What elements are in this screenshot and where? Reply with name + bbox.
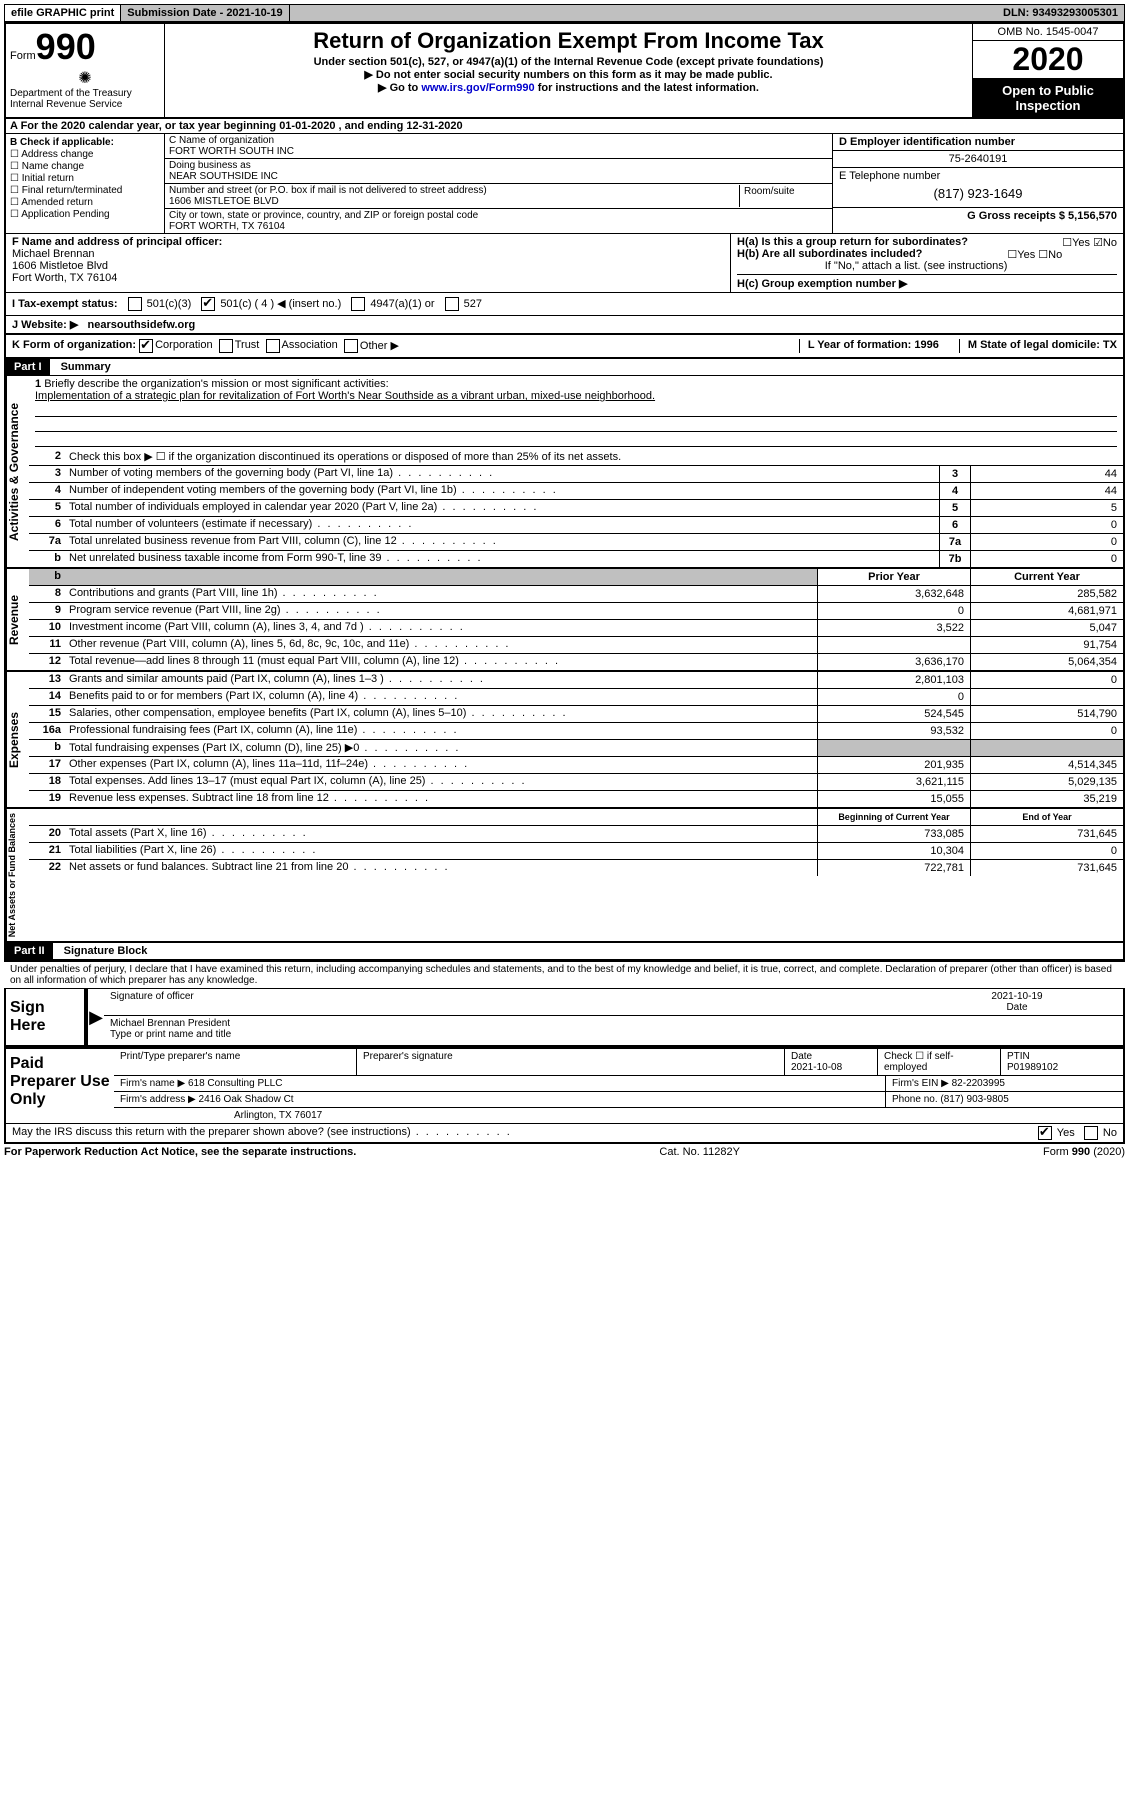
website-row: J Website: ▶ nearsouthsidefw.org <box>6 316 1123 335</box>
top-bar: efile GRAPHIC print Submission Date - 20… <box>4 4 1125 22</box>
table-row: 17Other expenses (Part IX, column (A), l… <box>29 757 1123 774</box>
side-expenses: Expenses <box>6 672 29 807</box>
part2-header: Part II <box>6 943 53 959</box>
col-b-checkboxes: B Check if applicable: ☐ Address change … <box>6 134 165 233</box>
table-row: 11Other revenue (Part VIII, column (A), … <box>29 637 1123 654</box>
col-d-ein: D Employer identification number 75-2640… <box>832 134 1123 233</box>
table-row: 9Program service revenue (Part VIII, lin… <box>29 603 1123 620</box>
sig-declaration: Under penalties of perjury, I declare th… <box>4 962 1125 989</box>
ein-value: 75-2640191 <box>833 151 1123 168</box>
form-title: Return of Organization Exempt From Incom… <box>171 28 966 54</box>
side-netassets: Net Assets or Fund Balances <box>6 809 29 941</box>
table-row: bNet unrelated business taxable income f… <box>29 551 1123 567</box>
part2-title: Signature Block <box>56 945 148 957</box>
tax-exempt-row: I Tax-exempt status: 501(c)(3) 501(c) ( … <box>6 293 1123 316</box>
part1-header: Part I <box>6 359 50 375</box>
section-revenue: Revenue b Prior YearCurrent Year 8Contri… <box>6 569 1123 672</box>
irs-link[interactable]: www.irs.gov/Form990 <box>421 82 534 94</box>
paid-preparer: Paid Preparer Use Only <box>6 1049 114 1123</box>
table-row: 6Total number of volunteers (estimate if… <box>29 517 1123 534</box>
table-row: bTotal fundraising expenses (Part IX, co… <box>29 740 1123 757</box>
table-row: 15Salaries, other compensation, employee… <box>29 706 1123 723</box>
table-row: 5Total number of individuals employed in… <box>29 500 1123 517</box>
note-ssn: ▶ Do not enter social security numbers o… <box>171 68 966 81</box>
table-row: 21Total liabilities (Part X, line 26)10,… <box>29 843 1123 860</box>
page-footer: For Paperwork Reduction Act Notice, see … <box>4 1144 1125 1160</box>
discuss-row: May the IRS discuss this return with the… <box>6 1123 1123 1142</box>
note-link: ▶ Go to www.irs.gov/Form990 for instruct… <box>171 81 966 94</box>
table-row: 22Net assets or fund balances. Subtract … <box>29 860 1123 876</box>
form-subtitle: Under section 501(c), 527, or 4947(a)(1)… <box>171 56 966 68</box>
omb-number: OMB No. 1545-0047 <box>973 24 1123 41</box>
table-row: 4Number of independent voting members of… <box>29 483 1123 500</box>
table-row: 3Number of voting members of the governi… <box>29 466 1123 483</box>
open-public-badge: Open to Public Inspection <box>973 79 1123 117</box>
table-row: 16aProfessional fundraising fees (Part I… <box>29 723 1123 740</box>
block-f: F Name and address of principal officer:… <box>6 234 730 292</box>
submission-date: Submission Date - 2021-10-19 <box>121 5 289 21</box>
table-row: 13Grants and similar amounts paid (Part … <box>29 672 1123 689</box>
side-governance: Activities & Governance <box>6 376 29 567</box>
dln-label: DLN: 93493293005301 <box>997 5 1124 21</box>
tax-year: 2020 <box>973 41 1123 79</box>
form-number: Form990 <box>10 26 160 68</box>
table-row: 7aTotal unrelated business revenue from … <box>29 534 1123 551</box>
table-row: 8Contributions and grants (Part VIII, li… <box>29 586 1123 603</box>
section-expenses: Expenses 13Grants and similar amounts pa… <box>6 672 1123 809</box>
website-url[interactable]: nearsouthsidefw.org <box>88 319 196 331</box>
block-h: H(a) Is this a group return for subordin… <box>730 234 1123 292</box>
table-row: 14Benefits paid to or for members (Part … <box>29 689 1123 706</box>
section-governance: Activities & Governance 1 Briefly descri… <box>6 376 1123 569</box>
section-netassets: Net Assets or Fund Balances Beginning of… <box>6 809 1123 943</box>
efile-label[interactable]: efile GRAPHIC print <box>5 5 121 21</box>
row-k: K Form of organization: Corporation Trus… <box>6 335 1123 359</box>
form-main: Form990 ✺ Department of the Treasury Int… <box>4 22 1125 962</box>
table-row: 18Total expenses. Add lines 13–17 (must … <box>29 774 1123 791</box>
part1-title: Summary <box>53 361 111 373</box>
table-row: 19Revenue less expenses. Subtract line 1… <box>29 791 1123 807</box>
line-a: A For the 2020 calendar year, or tax yea… <box>6 119 1123 134</box>
table-row: 10Investment income (Part VIII, column (… <box>29 620 1123 637</box>
table-row: 20Total assets (Part X, line 16)733,0857… <box>29 826 1123 843</box>
table-row: 12Total revenue—add lines 8 through 11 (… <box>29 654 1123 670</box>
dept-label: Department of the Treasury Internal Reve… <box>10 88 160 110</box>
sign-arrow-icon: ▶ <box>85 989 104 1045</box>
col-c-org-info: C Name of organizationFORT WORTH SOUTH I… <box>165 134 832 233</box>
sign-here: Sign Here <box>6 989 85 1045</box>
side-revenue: Revenue <box>6 569 29 670</box>
